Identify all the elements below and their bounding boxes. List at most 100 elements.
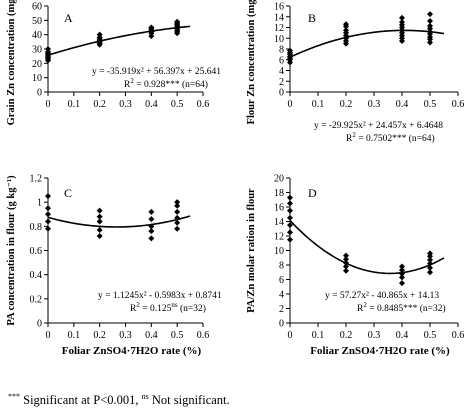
x-tick-label: 0.6 xyxy=(452,330,465,341)
data-point xyxy=(343,263,349,270)
data-point xyxy=(343,267,349,274)
y-tick-label: 12 xyxy=(274,23,284,34)
data-point xyxy=(427,18,433,25)
y-tick-label: 1 xyxy=(37,198,42,209)
data-point xyxy=(343,259,349,266)
data-point xyxy=(427,22,433,29)
data-point xyxy=(287,222,293,229)
y-tick-label: 2 xyxy=(279,77,284,88)
y-tick-label: 14 xyxy=(274,12,284,23)
fit-equation: y = 1.1245x² - 0.5983x + 0.8741 xyxy=(98,291,222,301)
data-point xyxy=(427,34,433,41)
x-axis-label: Foliar ZnSO4·7H2O rate (%) xyxy=(62,345,202,357)
y-tick-label: 6 xyxy=(279,55,284,66)
panel-letter: D xyxy=(308,186,317,200)
data-point xyxy=(427,260,433,267)
x-tick-label: 0.1 xyxy=(68,330,81,341)
data-point xyxy=(148,235,155,242)
x-tick-label: 0.6 xyxy=(197,330,210,341)
data-point xyxy=(174,18,181,25)
data-point xyxy=(427,28,433,35)
x-tick-label: 0.5 xyxy=(424,99,437,110)
data-point xyxy=(148,223,155,230)
data-point xyxy=(45,205,51,212)
data-point xyxy=(148,216,155,223)
y-tick-label: 60 xyxy=(32,2,42,13)
y-tick-label: 0 xyxy=(37,319,42,330)
x-tick-label: 0.2 xyxy=(340,99,353,110)
data-point xyxy=(427,39,433,46)
y-tick-label: 16 xyxy=(274,2,284,13)
x-tick-label: 0.4 xyxy=(145,330,158,341)
y-tick-label: 12 xyxy=(274,232,284,243)
y-tick-label: 10 xyxy=(274,246,284,257)
data-point xyxy=(45,211,51,218)
r-squared: R2 = 0.8485*** (n=32) xyxy=(357,301,446,314)
footnote: *** Significant at P<0.001, ns Not signi… xyxy=(8,392,230,408)
y-tick-label: 0 xyxy=(37,88,42,99)
fit-curve xyxy=(289,220,445,275)
x-tick-label: 0 xyxy=(288,330,293,341)
x-tick-label: 0.1 xyxy=(312,330,325,341)
fit-equation: y = 57.27x² - 40.865x + 14.13 xyxy=(325,291,439,301)
data-point xyxy=(427,269,433,276)
x-tick-label: 0.5 xyxy=(171,99,184,110)
x-tick-label: 0.3 xyxy=(119,99,132,110)
fit-equation: y = -35.919x² + 56.397x + 25.641 xyxy=(92,67,221,77)
y-tick-label: 20 xyxy=(274,174,284,185)
y-tick-label: 0.2 xyxy=(30,294,43,305)
panel-letter: A xyxy=(64,11,73,25)
data-point xyxy=(343,256,349,263)
y-tick-label: 6 xyxy=(279,275,284,286)
data-point xyxy=(96,213,103,220)
y-tick-label: 0 xyxy=(279,88,284,99)
data-point xyxy=(427,256,433,263)
footnote-significance-text: Significant at P<0.001, xyxy=(20,393,142,408)
y-tick-label: 2 xyxy=(279,304,284,315)
y-tick-label: 16 xyxy=(274,203,284,214)
panel-d: 0 2 4 6 8 10 12 14 16 18 20 0 0.1 0.2 0.3 0.4 0.5 0.6 PA/Z… xyxy=(246,174,464,358)
fit-curve xyxy=(47,25,191,57)
y-tick-label: 1.2 xyxy=(30,174,43,185)
x-tick-label: 0 xyxy=(46,330,51,341)
data-point xyxy=(45,225,51,232)
x-tick-label: 0.4 xyxy=(396,99,409,110)
data-point xyxy=(174,208,181,215)
data-point xyxy=(45,193,51,200)
x-tick-label: 0.1 xyxy=(312,99,325,110)
x-tick-label: 0 xyxy=(46,99,51,110)
panel-letter: B xyxy=(308,11,316,25)
data-point xyxy=(148,24,155,31)
data-point xyxy=(399,267,405,274)
x-tick-label: 0.2 xyxy=(93,330,106,341)
r-squared: R2 = 0.7502*** (n=64) xyxy=(346,131,435,144)
data-point xyxy=(287,236,293,243)
data-point xyxy=(174,214,181,221)
x-tick-label: 0.5 xyxy=(171,330,184,341)
data-point xyxy=(399,14,405,21)
data-point xyxy=(287,200,293,207)
y-tick-label: 0.8 xyxy=(30,222,43,233)
data-point xyxy=(343,252,349,259)
x-tick-label: 0.6 xyxy=(197,99,210,110)
x-axis-label: Foliar ZnSO4·7H2O rate (%) xyxy=(310,345,450,357)
y-tick-label: 14 xyxy=(274,217,284,228)
y-tick-label: 20 xyxy=(32,59,42,70)
data-point xyxy=(174,219,181,226)
footnote-stars: *** xyxy=(8,392,20,401)
y-tick-label: 40 xyxy=(32,30,42,41)
data-point xyxy=(148,208,155,215)
data-point xyxy=(96,226,103,233)
panel-c: 0 0.2 0.4 0.6 0.8 1 1.2 0 0.1 0.2 0.3 0.4 0.5 0.6 PA c… xyxy=(6,174,222,358)
x-tick-label: 0.3 xyxy=(119,330,132,341)
data-point xyxy=(96,218,103,225)
data-point xyxy=(287,194,293,201)
data-point xyxy=(399,270,405,277)
data-point xyxy=(399,19,405,26)
y-tick-label: 8 xyxy=(279,45,284,56)
data-point xyxy=(45,46,51,52)
x-tick-label: 0.4 xyxy=(396,330,409,341)
x-tick-label: 0.2 xyxy=(93,99,106,110)
y-tick-label: 8 xyxy=(279,261,284,272)
